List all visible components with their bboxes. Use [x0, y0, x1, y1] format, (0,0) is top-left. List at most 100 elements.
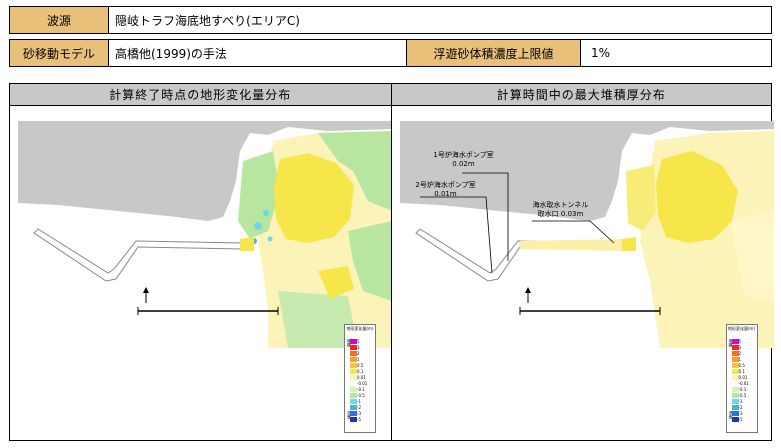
legend-tick-label: 0.01 [357, 375, 366, 380]
legend-bottom-right: 浸食 [728, 411, 734, 419]
deposit-small-zone [318, 266, 354, 299]
legend-tick-label: -0.1 [738, 387, 747, 392]
legend-swatch [350, 411, 357, 416]
model-value: 高橋他(1999)の手法 [109, 40, 407, 66]
panel-title-right: 計算時間中の最大堆積厚分布 [391, 84, 771, 106]
legend-swatch [731, 381, 739, 386]
map-terrain-change [18, 121, 392, 348]
tunnel-value: 取水口 0.03m [537, 210, 584, 218]
legend-tick-label: 0.1 [738, 369, 745, 374]
legend-tick-label: 5 [738, 339, 742, 344]
legend-tick-label: -2 [738, 405, 743, 410]
header-row-model: 砂移動モデル 高橋他(1999)の手法 浮遊砂体積濃度上限値 1% [9, 39, 772, 67]
legend-swatch [350, 363, 357, 368]
limit-value: 1% [591, 46, 611, 60]
erosion-zone-e [348, 221, 392, 301]
legend-tick-label: -5 [357, 417, 361, 422]
max-deposit-map-svg [399, 121, 774, 348]
model-label: 砂移動モデル [10, 40, 109, 66]
pump1-label: 1号炉海水ポンプ室 [433, 151, 494, 159]
legend-tick-label: -1 [357, 399, 361, 404]
tunnel-label: 海水取水トンネル [532, 201, 589, 209]
legend-swatch [350, 375, 357, 380]
panels: 計算終了時点の地形変化量分布 [9, 83, 774, 441]
legend-swatch [350, 387, 357, 392]
erosion-zone-coast [238, 151, 280, 239]
legend-swatch [350, 417, 357, 422]
deposit-coast-zone [625, 165, 656, 231]
legend-tick-label: 1 [738, 357, 742, 362]
legend-tick-label: -3 [738, 411, 743, 416]
legend-tick-label: -0.5 [357, 393, 365, 398]
pump2-value: 0.01m [434, 190, 457, 198]
legend-swatch [731, 375, 739, 380]
legend-swatch [731, 345, 739, 350]
legend-tick-label: 3 [357, 345, 360, 350]
legend-swatch [350, 351, 357, 356]
terrain-change-map-svg [18, 121, 392, 348]
legend-swatch [350, 405, 357, 410]
intake-deposit [621, 237, 636, 251]
legend-swatch [731, 357, 739, 362]
panel-terrain-change: 計算終了時点の地形変化量分布 [10, 84, 392, 440]
legend-left: 地形変化量(m) 堆積 浸食 53210.50.10.01-0.01-0.1-0… [344, 324, 376, 433]
annotation-pump1: 1号炉海水ポンプ室 0.02m [422, 151, 506, 169]
panel-title-left: 計算終了時点の地形変化量分布 [10, 84, 391, 106]
legend-tick-label: -0.01 [357, 381, 368, 386]
legend-swatch [731, 363, 739, 368]
erosion-zone-ne [318, 131, 392, 211]
legend-tick-label: 3 [738, 345, 742, 350]
legend-swatch [350, 345, 357, 350]
legend-top-right: 堆積 [728, 339, 734, 347]
legend-swatch [731, 393, 739, 398]
channel-deposit [519, 239, 626, 251]
legend-tick-label: -0.5 [738, 393, 747, 398]
pump1-value: 0.02m [452, 160, 475, 168]
legend-tick-label: -0.1 [357, 387, 365, 392]
land-area [18, 121, 392, 221]
legend-swatch [731, 369, 739, 374]
legend-swatch [731, 417, 739, 422]
legend-right: 地形変化量(m) 堆積 浸食 53210.50.10.01-0.01-0.1-0… [725, 324, 758, 433]
legend-title-right: 地形変化量(m) [727, 326, 756, 331]
map-max-deposit: 1号炉海水ポンプ室 0.02m 2号炉海水ポンプ室 0.01m 海水取水トンネル… [399, 121, 774, 348]
legend-top-left: 堆積 [346, 339, 352, 347]
legend-tick-label: 5 [357, 339, 360, 344]
north-arrow [143, 287, 149, 303]
legend-tick-label: 0.5 [357, 363, 364, 368]
source-value: 隠岐トラフ海底地すべり(エリアC) [115, 13, 300, 28]
header-row-source: 波源 隠岐トラフ海底地すべり(エリアC) [9, 6, 772, 34]
legend-tick-label: 2 [738, 351, 742, 356]
legend-title-left: 地形変化量(m) [346, 326, 374, 331]
legend-swatch [350, 399, 357, 404]
source-label: 波源 [10, 7, 109, 33]
legend-tick-label: -5 [738, 417, 743, 422]
deposit-main-zone [274, 153, 354, 243]
legend-swatch [350, 381, 357, 386]
legend-swatch [350, 339, 357, 344]
intake-deposit [240, 237, 254, 251]
legend-swatch [350, 369, 357, 374]
legend-tick-label: -3 [357, 411, 361, 416]
north-arrow [524, 287, 531, 303]
legend-tick-label: -1 [738, 399, 743, 404]
deposit-main-zone [655, 151, 738, 243]
legend-swatch [731, 399, 739, 404]
legend-swatch [350, 357, 357, 362]
deposit-faint-zone [729, 211, 774, 301]
legend-tick-label: -2 [357, 405, 361, 410]
legend-swatch [731, 351, 739, 356]
legend-swatch [731, 405, 739, 410]
legend-tick-label: 1 [357, 357, 360, 362]
annotation-pump2: 2号炉海水ポンプ室 0.01m [404, 181, 488, 199]
pump2-label: 2号炉海水ポンプ室 [415, 181, 476, 189]
breakwater [33, 228, 243, 282]
land-area [399, 121, 774, 221]
legend-tick-label: -0.01 [738, 381, 749, 386]
legend-tick-label: 0.5 [738, 363, 745, 368]
legend-swatch [731, 339, 739, 344]
scale-bar [519, 307, 660, 315]
legend-swatch [731, 387, 739, 392]
legend-bottom-left: 浸食 [346, 411, 352, 419]
